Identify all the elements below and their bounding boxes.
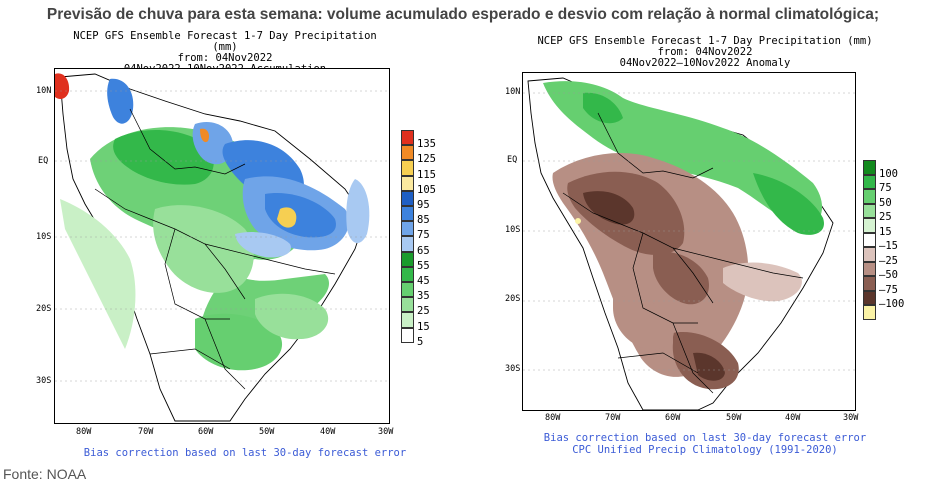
legend-swatch xyxy=(863,305,876,320)
legend-swatch xyxy=(401,312,414,328)
legend-label: 85 xyxy=(417,214,430,227)
legend-label: 55 xyxy=(417,259,430,272)
legend-label: –75 xyxy=(879,283,898,296)
legend-swatch xyxy=(401,160,414,176)
legend-label: 25 xyxy=(879,211,892,223)
legend-label: 5 xyxy=(417,335,424,348)
lon-label-70w: 70W xyxy=(605,413,621,423)
anomaly-map-canvas xyxy=(523,77,855,410)
legend-label: 15 xyxy=(417,320,430,333)
headline: Previsão de chuva para esta semana: volu… xyxy=(46,6,880,23)
graticule xyxy=(523,92,855,371)
legend-swatch xyxy=(401,190,414,206)
legend-label: 95 xyxy=(417,199,430,211)
legend-label: 25 xyxy=(417,305,430,318)
lon-label-50w: 50W xyxy=(259,427,275,437)
title-line2: from: 04Nov2022 xyxy=(657,46,753,58)
lon-label-60w: 60W xyxy=(198,427,214,437)
legend-swatch xyxy=(863,290,876,305)
lon-label-40w: 40W xyxy=(320,427,336,437)
legend-swatch xyxy=(401,130,414,146)
legend-label: 125 xyxy=(417,153,436,166)
legend-label: –50 xyxy=(879,269,898,281)
country-borders xyxy=(562,112,804,394)
legend-swatch xyxy=(401,327,414,343)
lon-label-30w: 30W xyxy=(843,413,859,423)
legend-label: 115 xyxy=(417,168,436,181)
legend-swatch xyxy=(863,232,876,247)
legend-swatch xyxy=(863,189,876,204)
legend-label: 105 xyxy=(417,183,436,196)
title-line3: 04Nov2022–10Nov2022 Anomaly xyxy=(619,57,791,69)
lat-label-10s: 10S xyxy=(505,225,521,235)
source-credit: Fonte: NOAA xyxy=(3,466,87,482)
lon-label-60w: 60W xyxy=(665,413,681,423)
lon-label-50w: 50W xyxy=(726,413,742,423)
legend-swatch xyxy=(863,160,876,175)
legend-label: 135 xyxy=(417,138,436,151)
lat-label-eq: EQ xyxy=(507,155,518,165)
legend-label: 75 xyxy=(417,229,430,242)
bias-note-anomaly: Bias correction based on last 30-day for… xyxy=(543,432,867,444)
legend-label: 100 xyxy=(879,167,898,180)
legend-swatch xyxy=(401,145,414,161)
legend-swatch xyxy=(401,175,414,191)
legend-label: 45 xyxy=(417,275,430,287)
map-title-anomaly: NCEP GFS Ensemble Forecast 1-7 Day Preci… xyxy=(520,36,890,69)
country-borders xyxy=(94,108,336,390)
legend-label: 65 xyxy=(417,244,430,257)
legend-swatch xyxy=(401,282,414,298)
lat-label-30s: 30S xyxy=(36,376,52,386)
legend-swatch xyxy=(863,261,876,276)
legend-label: 50 xyxy=(879,196,892,209)
lat-label-30s: 30S xyxy=(505,364,521,374)
climatology-note: CPC Unified Precip Climatology (1991-202… xyxy=(572,444,838,456)
title-line1: NCEP GFS Ensemble Forecast 1-7 Day Preci… xyxy=(537,35,873,47)
legend-swatch xyxy=(401,206,414,222)
lat-label-20s: 20S xyxy=(505,294,521,304)
lon-label-80w: 80W xyxy=(545,413,561,423)
legend-label: 15 xyxy=(879,225,892,238)
legend-swatch xyxy=(863,247,876,262)
legend-swatch xyxy=(401,236,414,252)
legend-swatch xyxy=(863,218,876,233)
accumulation-map-canvas xyxy=(55,73,389,422)
legend-label: –25 xyxy=(879,254,898,267)
title-line1: NCEP GFS Ensemble Forecast 1-7 Day Preci… xyxy=(73,30,377,53)
lat-label-20s: 20S xyxy=(36,304,52,314)
lon-label-40w: 40W xyxy=(785,413,801,423)
legend-label: 35 xyxy=(417,290,430,303)
legend-label: –100 xyxy=(879,298,905,310)
legend-swatch xyxy=(401,221,414,237)
legend-swatch xyxy=(863,174,876,189)
title-line2: from: 04Nov2022 xyxy=(177,52,273,64)
lon-label-70w: 70W xyxy=(138,427,154,437)
accumulation-map xyxy=(54,68,390,424)
bias-note-accumulation: Bias correction based on last 30-day for… xyxy=(83,447,407,459)
legend-swatch xyxy=(863,276,876,291)
lat-label-10s: 10S xyxy=(36,232,52,242)
graticule xyxy=(55,90,389,382)
anomaly-map xyxy=(522,72,856,411)
lat-label-eq: EQ xyxy=(38,156,49,166)
lat-label-10n: 10N xyxy=(36,86,52,96)
legend-swatch xyxy=(401,251,414,267)
lon-label-80w: 80W xyxy=(76,427,92,437)
legend-label: 75 xyxy=(879,182,892,194)
lat-label-10n: 10N xyxy=(505,87,521,97)
legend-swatch xyxy=(863,203,876,218)
legend-swatch xyxy=(401,266,414,282)
legend-swatch xyxy=(401,297,414,313)
legend-label: –15 xyxy=(879,240,898,252)
lon-label-30w: 30W xyxy=(378,427,394,437)
